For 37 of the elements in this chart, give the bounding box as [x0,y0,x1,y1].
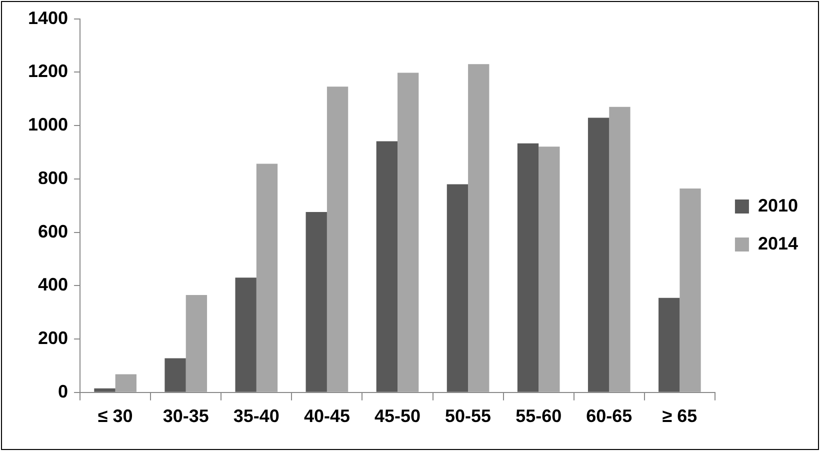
bar [306,212,327,392]
y-tick-label: 600 [38,221,68,242]
y-tick-label: 1000 [28,114,68,135]
bar [115,374,136,392]
bar [164,358,186,392]
x-tick-label: 50-55 [445,406,492,426]
bar [658,298,680,392]
x-tick-label: ≥ 65 [662,406,698,426]
x-tick-label: 55-60 [516,406,562,426]
y-tick-label: 1200 [28,61,68,82]
bar [468,64,490,392]
bar [235,278,256,392]
x-tick-label: 45-50 [374,406,421,426]
y-tick-label: 200 [38,328,68,348]
bar [326,86,348,392]
y-tick-label: 400 [38,274,68,295]
x-tick-label: 35-40 [233,406,280,426]
bar [376,141,398,392]
x-tick-label: 60-65 [586,406,632,426]
bar [446,184,468,392]
legend-label: 2014 [758,233,798,254]
bar [538,146,560,392]
x-tick-label: 40-45 [304,406,350,426]
bar [186,294,208,392]
bar [680,188,701,392]
bar [256,164,278,392]
y-tick-label: 0 [58,381,68,402]
x-tick-label: ≤ 30 [98,406,133,426]
bar [609,106,630,392]
y-tick-label: 800 [38,168,68,188]
bar [517,143,539,392]
legend-label: 2010 [758,195,798,216]
bar [398,72,419,392]
y-tick-label: 1400 [28,8,68,28]
bar [588,118,610,392]
bar [94,388,116,392]
x-tick-label: 30-35 [162,406,209,426]
